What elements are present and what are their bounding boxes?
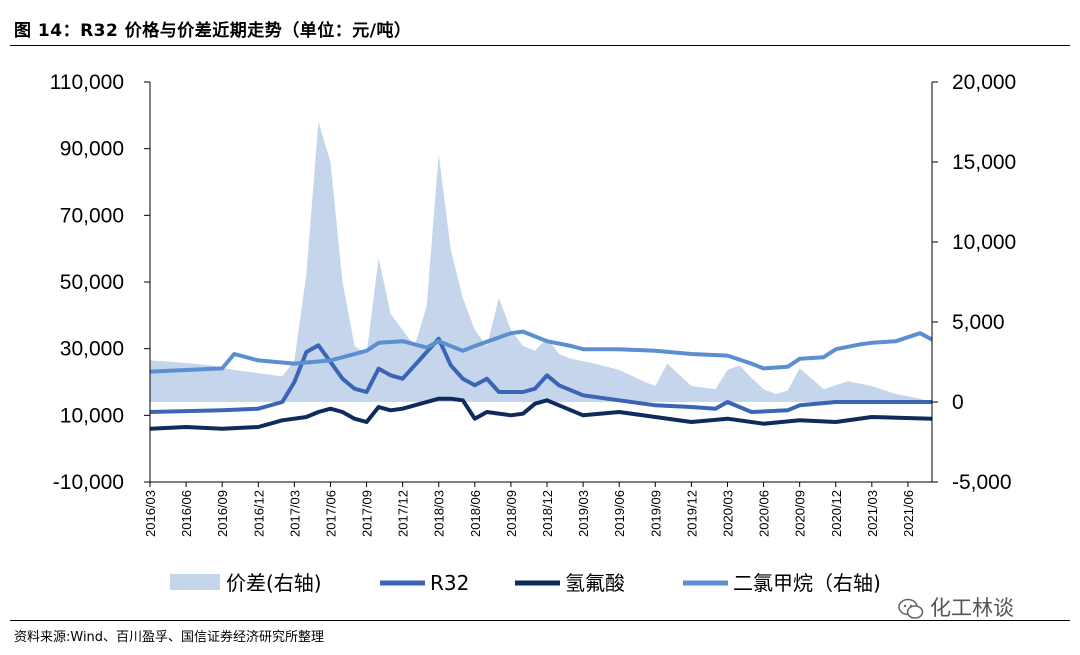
x-tick-label: 2020/09 <box>793 490 808 537</box>
source-note: 资料来源:Wind、百川盈孚、国信证券经济研究所整理 <box>14 630 325 645</box>
x-tick-label: 2016/12 <box>251 490 266 537</box>
x-tick-label: 2017/03 <box>287 490 302 537</box>
legend-label: 二氯甲烷（右轴) <box>733 571 881 595</box>
figure-title: 图 14：R32 价格与价差近期走势（单位：元/吨） <box>14 21 412 41</box>
bottom-rule <box>10 620 1070 621</box>
right-tick-label: 10,000 <box>952 231 1016 254</box>
x-tick-label: 2020/06 <box>757 490 772 537</box>
left-tick-label: -10,000 <box>53 471 124 494</box>
left-tick-label: 30,000 <box>60 338 124 361</box>
watermark-text: 化工林谈 <box>930 596 1014 620</box>
x-tick-label: 2018/09 <box>504 490 519 537</box>
series-spread-area <box>150 122 932 402</box>
x-tick-label: 2018/06 <box>468 490 483 537</box>
legend-swatch-area <box>170 574 220 590</box>
x-tick-label: 2020/12 <box>829 490 844 537</box>
line-layer <box>149 329 933 431</box>
left-tick-label: 50,000 <box>60 271 124 294</box>
area-layer <box>150 122 932 402</box>
legend-label: 氢氟酸 <box>565 571 625 595</box>
x-tick-label: 2017/06 <box>324 490 339 537</box>
x-tick-label: 2021/06 <box>901 490 916 537</box>
left-tick-label: 10,000 <box>60 404 124 427</box>
left-tick-label: 90,000 <box>60 138 124 161</box>
series-line-1 <box>149 336 932 414</box>
left-tick-label: 110,000 <box>50 71 124 94</box>
axes-layer: 110,000 90,000 70,000 50,000 30,000 10,000 -10… <box>50 71 1017 537</box>
x-tick-label: 2017/12 <box>396 490 411 537</box>
x-tick-label: 2016/06 <box>179 490 194 537</box>
x-tick-label: 2018/12 <box>540 490 555 537</box>
right-tick-label: -5,000 <box>952 471 1012 494</box>
legend-label: R32 <box>430 571 469 595</box>
x-tick-label: 2020/03 <box>721 490 736 537</box>
x-tick-label: 2018/03 <box>432 490 447 537</box>
legend: 价差(右轴) R32 氢氟酸 二氯甲烷（右轴) <box>170 571 881 595</box>
x-tick-label: 2019/06 <box>612 490 627 537</box>
x-tick-label: 2021/03 <box>865 490 880 537</box>
x-tick-label: 2019/03 <box>576 490 591 537</box>
right-tick-label: 20,000 <box>952 71 1016 94</box>
legend-label: 价差(右轴) <box>226 571 322 595</box>
x-tick-label: 2016/03 <box>143 490 158 537</box>
right-tick-label: 0 <box>952 391 964 414</box>
x-tick-label: 2019/12 <box>684 490 699 537</box>
left-tick-label: 70,000 <box>60 204 124 227</box>
right-tick-label: 15,000 <box>952 151 1016 174</box>
x-tick-label: 2019/09 <box>648 490 663 537</box>
right-tick-label: 5,000 <box>952 311 1005 334</box>
top-rule <box>10 45 1070 46</box>
series-line-2 <box>149 396 933 431</box>
x-tick-label: 2017/09 <box>360 490 375 537</box>
x-tick-label: 2016/09 <box>215 490 230 537</box>
watermark: 化工林谈 <box>898 592 1014 622</box>
series-line-3 <box>149 329 933 374</box>
wechat-icon <box>898 598 924 619</box>
